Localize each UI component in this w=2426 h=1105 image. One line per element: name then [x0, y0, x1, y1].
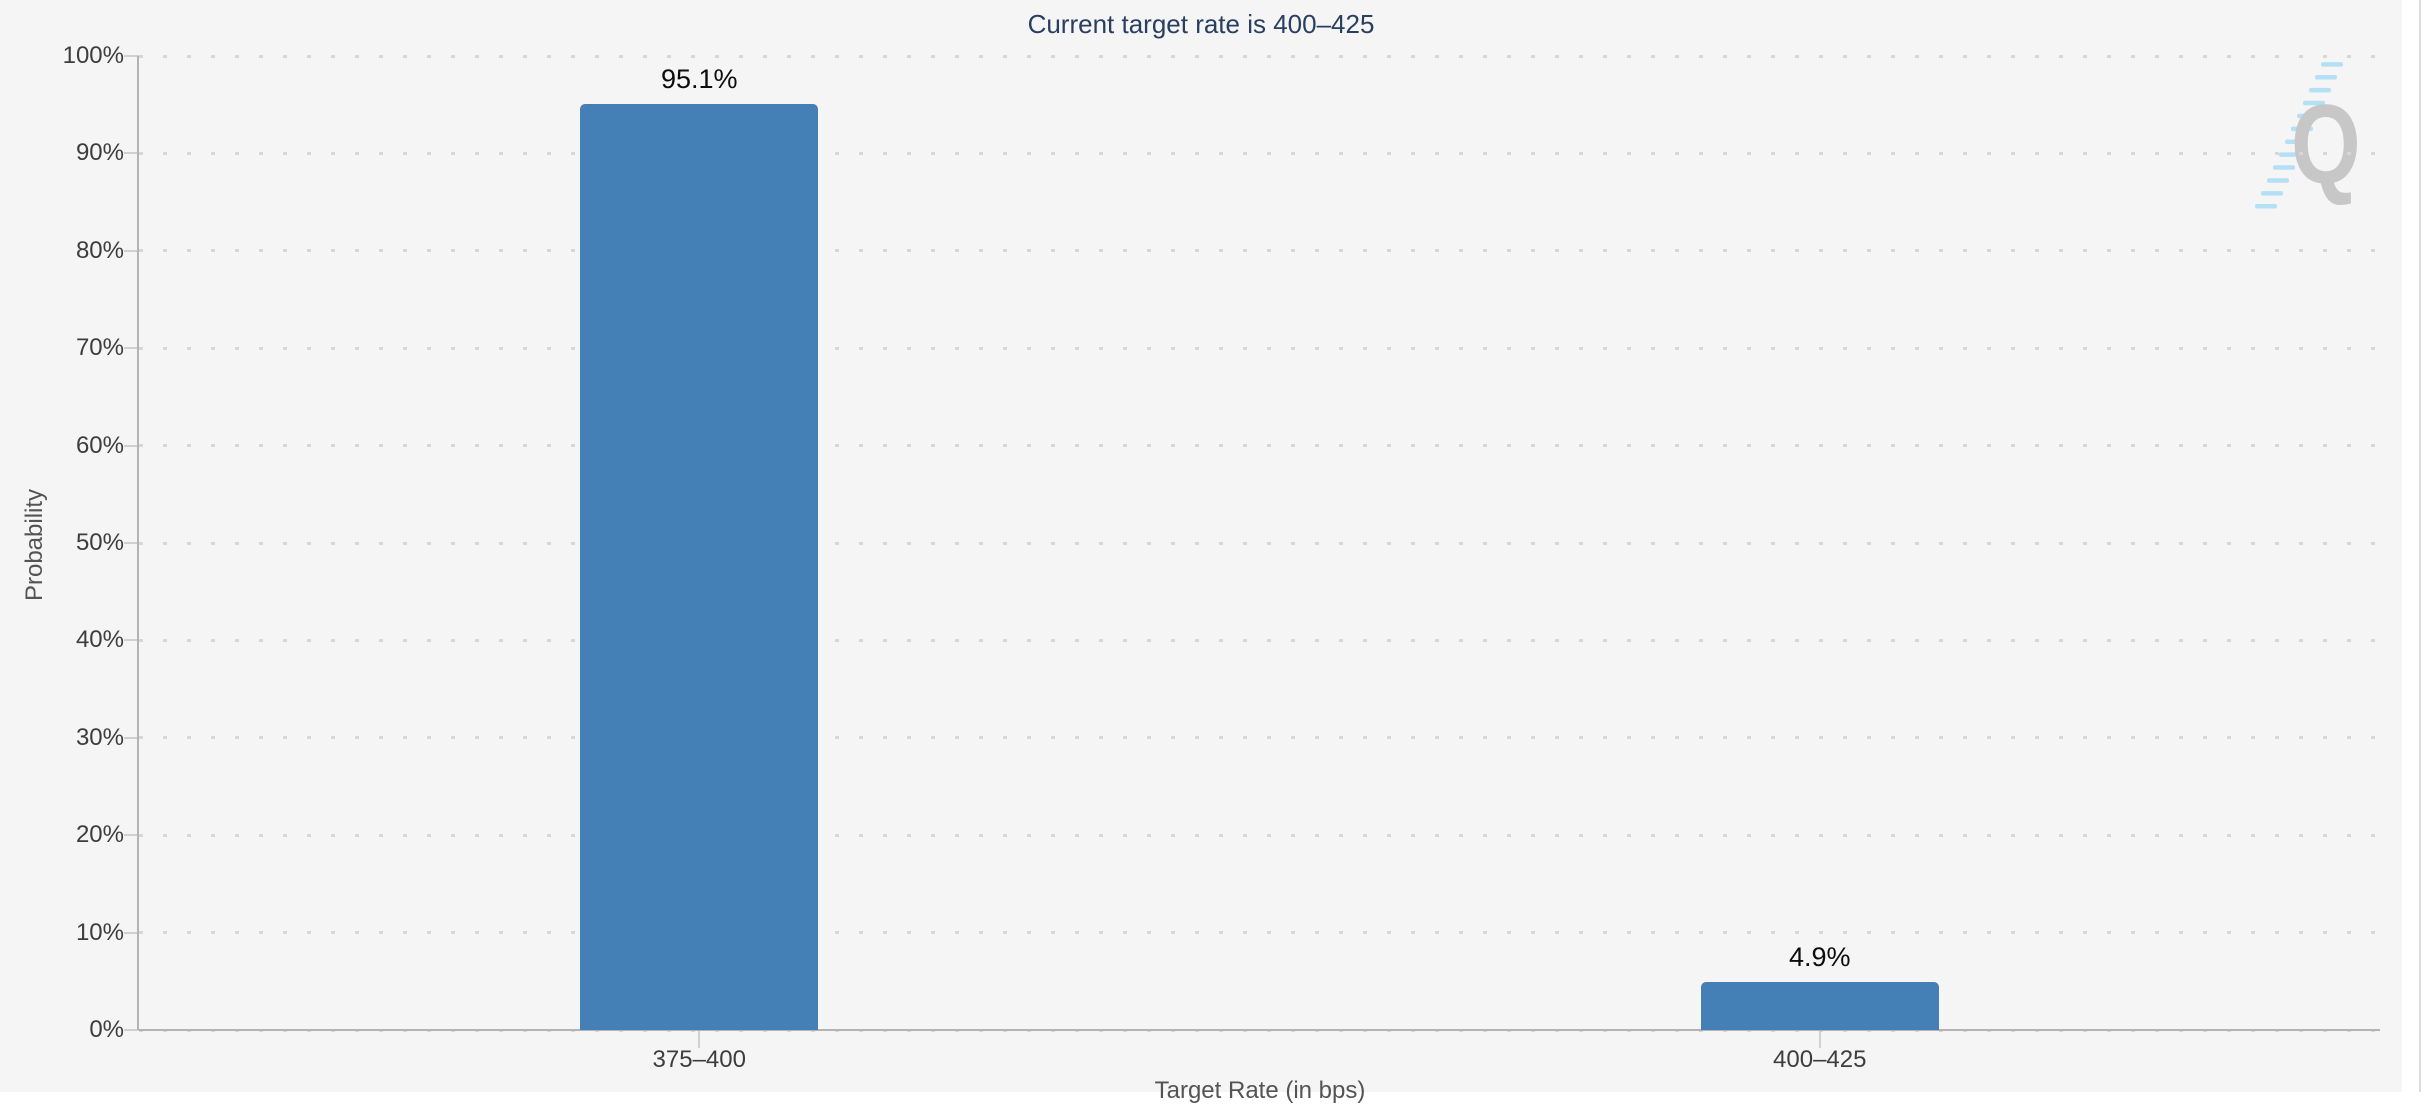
chart-paper: Current target rate is 400–425 Probabili…: [21, 9, 2380, 1104]
x-tick: [1818, 1031, 1821, 1048]
bar-value-label: 95.1%: [660, 63, 738, 94]
y-tick: [124, 639, 139, 642]
y-tick: [124, 347, 139, 350]
x-tick-label: 400–425: [1773, 1046, 1867, 1073]
gridline: [139, 541, 2380, 545]
y-tick: [124, 1029, 139, 1031]
gridline: [139, 638, 2380, 642]
bar-value-label: 4.9%: [1788, 942, 1851, 973]
y-tick-label: 100%: [62, 42, 124, 69]
q-watermark: Q: [2245, 55, 2361, 220]
y-tick-label: 60%: [75, 431, 124, 459]
y-tick: [124, 55, 139, 57]
gridline: [139, 54, 2380, 58]
y-tick: [124, 834, 139, 837]
gridline: [139, 833, 2380, 837]
y-tick-label: 80%: [75, 236, 124, 264]
watermark-stripes-icon: [2255, 62, 2343, 209]
y-tick: [124, 444, 139, 447]
y-tick-label: 90%: [75, 139, 124, 167]
y-tick: [124, 931, 139, 934]
x-tick: [698, 1031, 701, 1048]
q-letter-icon: Q: [2291, 82, 2361, 207]
x-tick-label: 375–400: [652, 1046, 746, 1073]
vertical-divider: [2419, 0, 2421, 1092]
gridline: [139, 444, 2380, 448]
gridline: [139, 346, 2380, 350]
bar: [1700, 982, 1939, 1030]
gridline: [139, 151, 2380, 155]
y-tick: [124, 249, 139, 252]
y-axis-line: [137, 56, 139, 1030]
x-axis-title: Target Rate (in bps): [1154, 1077, 1366, 1104]
x-axis-line: [139, 1029, 2380, 1031]
y-tick-label: 20%: [75, 821, 124, 849]
chart-title: Current target rate is 400–425: [1027, 9, 1375, 39]
gridline: [139, 736, 2380, 740]
y-tick: [124, 152, 139, 155]
y-tick-label: 50%: [75, 529, 124, 556]
bar: [580, 103, 819, 1030]
y-tick-label: 10%: [75, 918, 124, 946]
y-tick-label: 70%: [75, 334, 124, 362]
y-tick: [124, 542, 139, 544]
y-tick: [124, 736, 139, 739]
y-tick-label: 0%: [89, 1016, 124, 1043]
gridline: [139, 249, 2380, 253]
gridline: [139, 931, 2380, 935]
y-tick-label: 40%: [75, 626, 124, 654]
y-tick-label: 30%: [75, 723, 124, 751]
